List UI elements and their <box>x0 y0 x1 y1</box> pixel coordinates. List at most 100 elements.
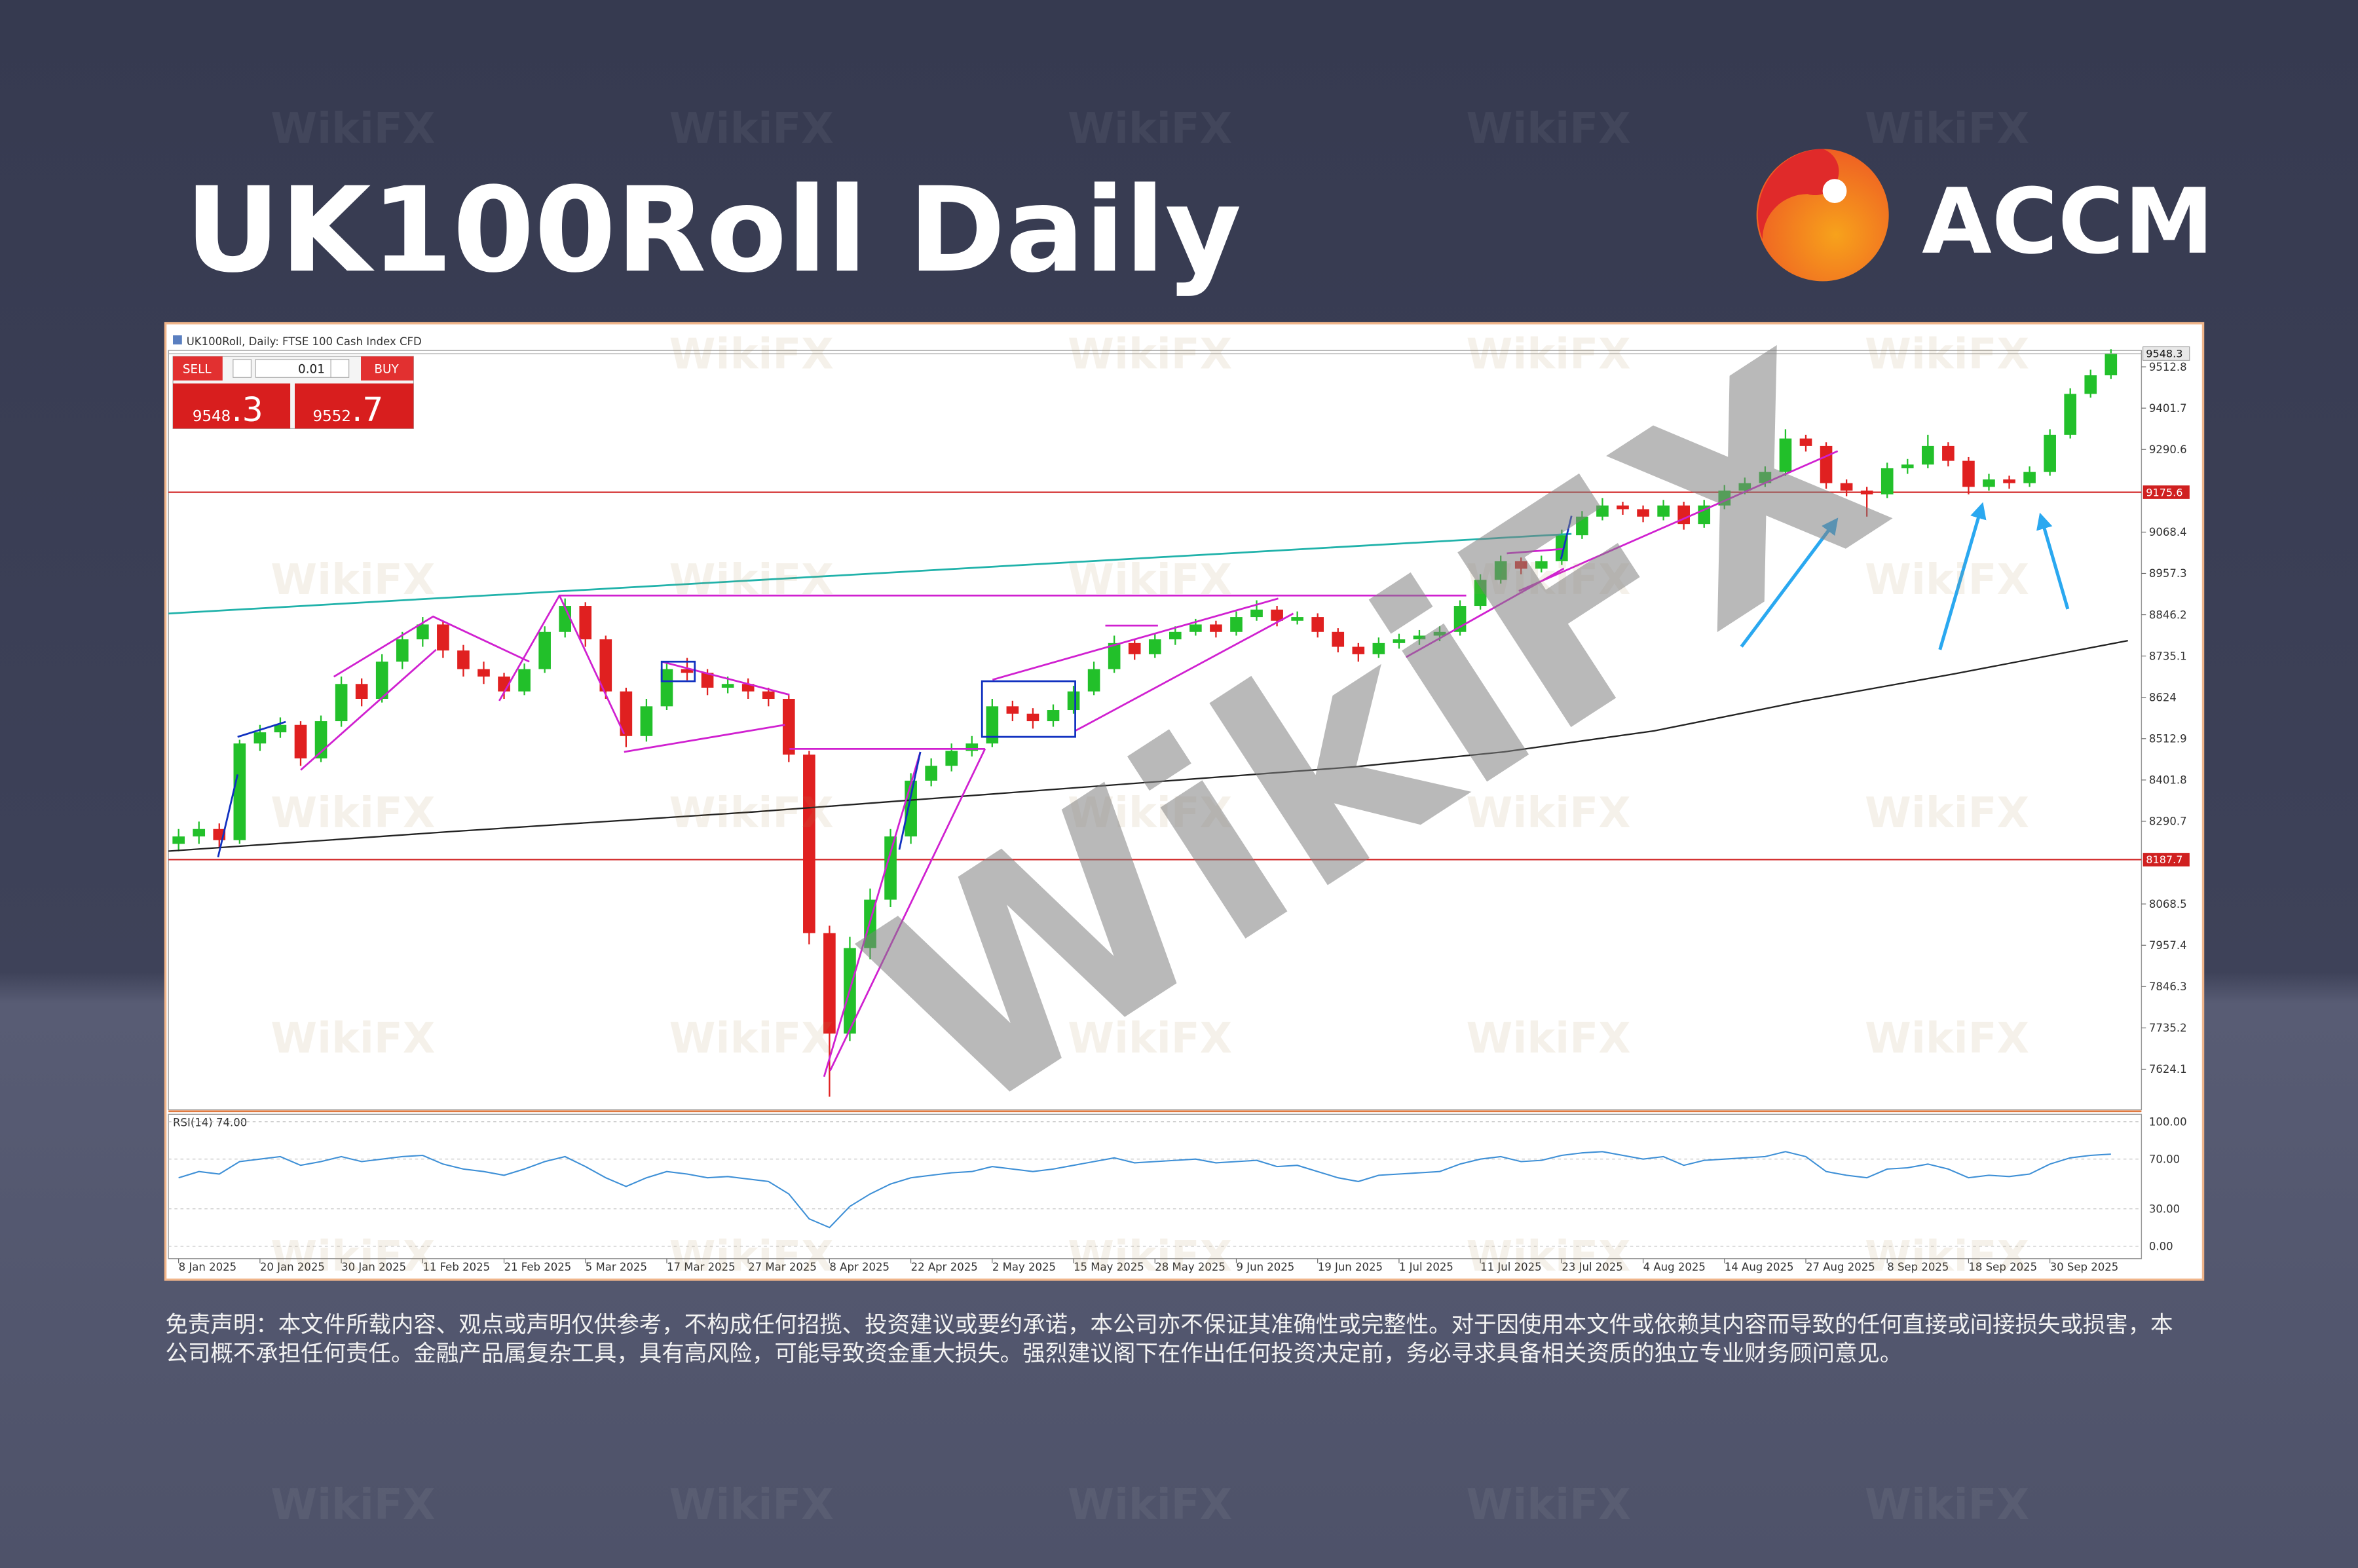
sell-label[interactable]: SELL <box>183 362 212 376</box>
x-tick-label: 14 Aug 2025 <box>1725 1261 1794 1273</box>
sell-price-int[interactable]: 9548 <box>193 408 231 425</box>
candle-body <box>294 724 307 758</box>
candle-body <box>233 743 246 840</box>
watermark: WikiFX <box>1467 1014 1631 1063</box>
x-tick-label: 8 Apr 2025 <box>829 1261 889 1273</box>
buy-price-int[interactable]: 9552 <box>313 408 351 425</box>
x-tick-label: 11 Feb 2025 <box>422 1261 490 1273</box>
candle-body <box>335 684 348 722</box>
x-tick-label: 11 Jul 2025 <box>1480 1261 1541 1273</box>
candle-body <box>1128 643 1141 654</box>
y-tick-label: 8735.1 <box>2149 650 2187 662</box>
pattern <box>661 660 790 696</box>
candle-body <box>1494 561 1507 580</box>
candle-body <box>355 684 368 699</box>
candle-body <box>986 706 999 744</box>
chart-panel: UK100Roll, Daily: FTSE 100 Cash Index CF… <box>164 322 2205 1281</box>
watermark: WikiFX <box>1068 1232 1232 1281</box>
sell-price-frac[interactable]: .3 <box>232 390 263 429</box>
candle-body <box>1860 491 1873 495</box>
buy-button[interactable] <box>361 356 414 381</box>
candle-body <box>1983 479 1995 487</box>
x-tick-label: 30 Sep 2025 <box>2050 1261 2119 1273</box>
candle-body <box>681 669 694 673</box>
candle-body <box>1393 639 1406 643</box>
sell-price-box[interactable] <box>173 383 291 429</box>
candle-body <box>1637 509 1649 517</box>
sell-button[interactable] <box>173 356 223 381</box>
candle-body <box>457 650 470 669</box>
candle-body <box>1901 464 1914 468</box>
x-tick-label: 17 Mar 2025 <box>667 1261 736 1273</box>
pattern-lines <box>300 450 1839 1077</box>
watermark: WikiFX <box>669 1232 834 1281</box>
arrow <box>2036 512 2070 610</box>
x-tick-label: 28 May 2025 <box>1155 1261 1226 1273</box>
candle-body <box>1047 710 1060 722</box>
watermark: WikiFX <box>271 1232 435 1281</box>
toolbar-icon <box>173 335 182 345</box>
candle-body <box>1596 505 1609 517</box>
candle-body <box>1332 631 1345 647</box>
y-tick-label: 7735.2 <box>2149 1022 2187 1034</box>
x-tick-label: 23 Jul 2025 <box>1562 1261 1622 1273</box>
watermark: WikiFX <box>271 104 435 153</box>
x-tick-label: 27 Mar 2025 <box>748 1261 817 1273</box>
candle-body <box>1922 445 1934 465</box>
candle-body <box>1006 706 1019 714</box>
candle-body <box>1067 691 1080 711</box>
y-tick-label: 8957.3 <box>2149 567 2187 580</box>
watermark: WikiFX <box>1865 789 2029 838</box>
candle-body <box>1087 669 1100 692</box>
lot-up[interactable] <box>330 359 350 378</box>
candle-body <box>1759 472 1772 483</box>
disclaimer-box: 免责声明：本文件所载内容、观点或声明仅供参考，不构成任何招揽、投资建议或要约承诺… <box>166 1311 2173 1366</box>
candle-body <box>193 829 206 837</box>
pattern <box>1506 548 1564 555</box>
logo-dot <box>1822 179 1847 203</box>
candle-body <box>2105 353 2118 376</box>
candle-body <box>274 724 287 733</box>
watermark: WikiFX <box>1467 104 1631 153</box>
watermark: WikiFX <box>1068 1480 1232 1529</box>
candle-body <box>1108 643 1121 669</box>
watermark: WikiFX <box>669 555 834 605</box>
watermark: WikiFX <box>669 1014 834 1063</box>
candle-body <box>559 606 572 632</box>
watermark: WikiFX <box>1068 104 1232 153</box>
candle-body <box>1433 631 1446 636</box>
candle-body <box>1474 580 1487 607</box>
impulse <box>217 774 239 858</box>
current-price-label: 9548.3 <box>2146 348 2182 360</box>
candle-body <box>1352 646 1365 654</box>
candle-body <box>782 698 795 755</box>
candle-body <box>741 684 755 692</box>
buy-price-frac[interactable]: .7 <box>352 390 383 429</box>
watermark: WikiFX <box>669 789 834 838</box>
candle-body <box>1230 617 1243 632</box>
lot-down[interactable] <box>233 359 252 378</box>
y-tick-label: 9401.7 <box>2149 402 2187 415</box>
price-pane-border <box>168 350 2143 1111</box>
x-tick-label: 5 Mar 2025 <box>586 1261 647 1273</box>
candle-body <box>518 669 531 692</box>
candle-body <box>1372 643 1385 654</box>
candle-body <box>1657 505 1670 517</box>
rsi-tick-label: 0.00 <box>2149 1240 2173 1252</box>
price-plot: 9512.8 9401.7 9290.6 9068.4 8957.3 8846.2 8735… <box>168 346 2190 1273</box>
buy-price-box[interactable] <box>295 383 414 429</box>
x-tick-label: 20 Jan 2025 <box>260 1261 325 1273</box>
buy-label[interactable]: BUY <box>374 362 399 376</box>
lot-value[interactable]: 0.01 <box>298 362 325 376</box>
candle-body <box>1189 624 1202 632</box>
level-label-bg <box>2143 485 2190 499</box>
candle-body <box>945 751 958 766</box>
pattern <box>992 597 1279 681</box>
candle-body <box>905 780 917 837</box>
boxes <box>217 515 1573 858</box>
y-tick-label: 9290.6 <box>2149 443 2187 456</box>
candle-body <box>396 639 409 662</box>
logo: ACCM <box>1756 149 2214 282</box>
watermark: WikiFX <box>271 789 435 838</box>
